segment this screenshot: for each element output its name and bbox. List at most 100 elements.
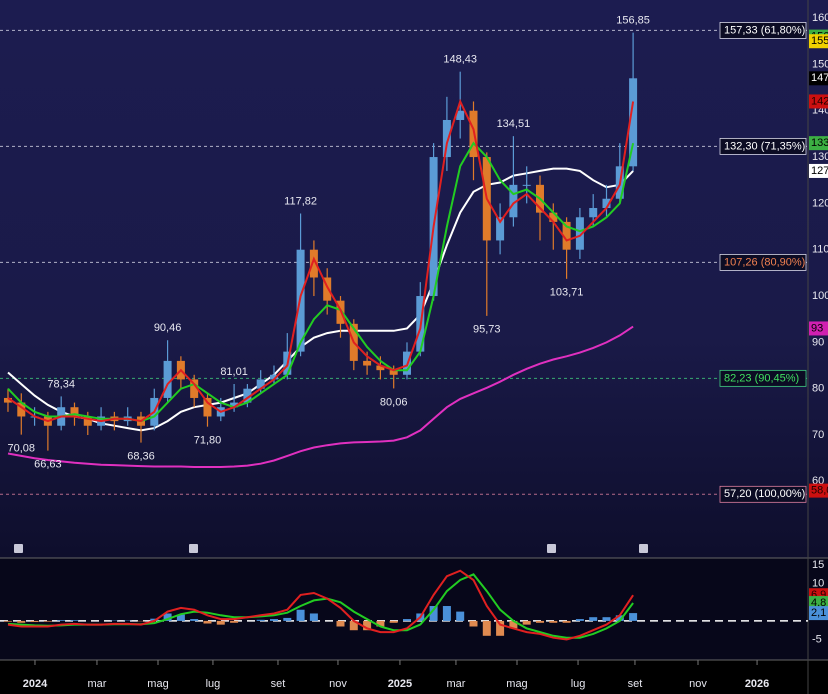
price-badge-label: 93 xyxy=(811,322,823,334)
candle-body xyxy=(323,277,332,301)
indicator-line xyxy=(7,569,634,641)
histogram-bar xyxy=(3,620,12,622)
histogram-bar xyxy=(43,620,52,622)
histogram-bar xyxy=(602,617,611,621)
level-label: 132,30 (71,35%) xyxy=(724,140,805,152)
event-icon[interactable] xyxy=(639,544,648,553)
candle-body xyxy=(456,110,465,120)
histogram-bar xyxy=(615,615,624,621)
candle-body xyxy=(163,360,172,398)
y-tick-label: 10 xyxy=(812,578,824,590)
event-icon[interactable] xyxy=(547,544,556,553)
histogram-bar xyxy=(469,620,478,627)
level-label: 82,23 (90,45%) xyxy=(724,372,799,384)
moving-average xyxy=(7,98,635,423)
price-badge xyxy=(809,136,828,151)
candle-body xyxy=(509,184,518,218)
x-tick-label: mag xyxy=(147,678,168,690)
candle-body xyxy=(376,365,385,371)
x-tick-label: mar xyxy=(87,678,106,690)
price-badge-label: 58,0 xyxy=(811,485,828,497)
histogram-bar xyxy=(203,620,212,624)
candle-body xyxy=(575,217,584,250)
level-label: 157,33 (61,80%) xyxy=(724,24,805,36)
histogram-bar xyxy=(190,619,199,621)
event-icon[interactable] xyxy=(14,544,23,553)
x-tick-label: 2026 xyxy=(745,678,769,690)
price-badge xyxy=(809,34,828,49)
histogram-bar xyxy=(629,613,638,621)
x-tick-label: 2024 xyxy=(23,678,48,690)
price-badge-label: 155 xyxy=(811,35,828,47)
y-tick-label: 80 xyxy=(812,383,824,395)
histogram-bar xyxy=(456,611,465,621)
high-label: 134,51 xyxy=(497,118,531,130)
x-tick-label: nov xyxy=(329,678,347,690)
candle-body xyxy=(549,212,558,222)
price-badge xyxy=(809,163,828,178)
event-icon[interactable] xyxy=(189,544,198,553)
high-label: 78,34 xyxy=(47,378,75,390)
histogram-bar xyxy=(269,619,278,621)
histogram-bar xyxy=(429,606,438,621)
x-tick-label: mar xyxy=(446,678,465,690)
x-tick-label: lug xyxy=(206,678,221,690)
y-tick-label: 100 xyxy=(812,290,828,302)
candle-body xyxy=(309,249,318,278)
histogram-bar xyxy=(309,613,318,621)
candle-body xyxy=(562,221,571,250)
y-tick-label: 120 xyxy=(812,197,828,209)
low-label: 68,36 xyxy=(127,451,155,463)
candle-body xyxy=(363,360,372,366)
price-badge-label: 4,8 xyxy=(811,597,826,609)
y-tick-label: 160 xyxy=(812,12,828,24)
low-label: 80,06 xyxy=(380,396,408,408)
y-tick-label: 15 xyxy=(812,559,824,571)
x-tick-label: nov xyxy=(689,678,707,690)
low-label: 71,80 xyxy=(194,435,222,447)
price-badge-label: 2,1 xyxy=(811,607,826,619)
candle-body xyxy=(83,416,92,426)
histogram-bar xyxy=(283,617,292,621)
price-badge-label: 127 xyxy=(811,165,828,177)
candle-body xyxy=(269,374,278,380)
moving-average xyxy=(7,167,634,432)
high-label: 90,46 xyxy=(154,322,182,334)
histogram-bar xyxy=(256,619,265,621)
high-label: 148,43 xyxy=(443,54,477,66)
y-tick-label: 110 xyxy=(812,244,828,256)
histogram-bar xyxy=(535,620,544,623)
level-label: 107,26 (80,90%) xyxy=(724,256,805,268)
histogram-bar xyxy=(296,609,305,621)
histogram-bar xyxy=(482,620,491,636)
histogram-bar xyxy=(349,620,358,631)
y-tick-label: 90 xyxy=(812,336,824,348)
candle-body xyxy=(70,407,79,417)
price-badge xyxy=(809,606,828,621)
candle-body xyxy=(230,402,239,408)
histogram-bar xyxy=(363,620,372,631)
level-label-box xyxy=(719,137,807,155)
price-badge-label: 147 xyxy=(811,72,828,84)
histogram-bar xyxy=(57,620,66,621)
histogram-bar xyxy=(376,620,385,627)
high-label: 117,82 xyxy=(284,195,317,207)
histogram-bar xyxy=(442,606,451,621)
level-label-box xyxy=(719,485,807,503)
histogram-bar xyxy=(70,620,79,621)
level-label-box xyxy=(719,22,807,39)
histogram-bar xyxy=(575,619,584,621)
low-label: 66,63 xyxy=(34,459,62,471)
low-label: 103,71 xyxy=(550,287,584,299)
candle-body xyxy=(629,78,638,167)
histogram-bar xyxy=(549,620,558,623)
histogram-bar xyxy=(176,614,185,621)
x-tick-label: mag xyxy=(506,678,527,690)
y-tick-label: 130 xyxy=(812,151,828,163)
price-badge xyxy=(809,94,828,109)
price-badge xyxy=(809,71,828,86)
level-label-box xyxy=(719,253,807,271)
histogram-bar xyxy=(163,613,172,621)
